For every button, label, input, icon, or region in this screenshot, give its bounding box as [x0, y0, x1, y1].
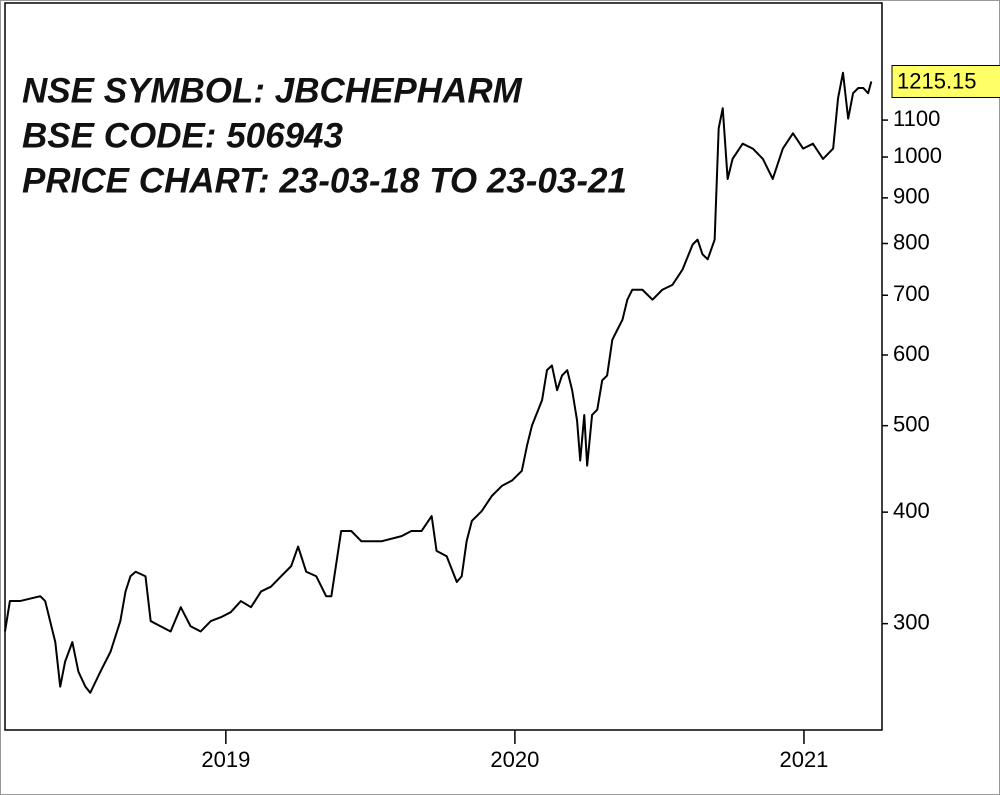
annotation: PRICE CHART: 23-03-18 TO 23-03-21: [22, 161, 627, 200]
annotation: BSE CODE: 506943: [22, 116, 344, 155]
annotation: NSE SYMBOL: JBCHEPHARM: [22, 71, 523, 110]
y-tick-label: 400: [893, 498, 930, 523]
x-tick-label: 2021: [779, 747, 828, 772]
x-tick-label: 2019: [201, 747, 250, 772]
y-tick-label: 700: [893, 281, 930, 306]
last-price-box: [891, 65, 1000, 99]
last-price-label: 1215.15: [897, 68, 977, 93]
price-line: [4, 71, 873, 694]
y-tick-label: 500: [893, 411, 930, 436]
x-tick-label: 2020: [490, 747, 539, 772]
y-tick-label: 900: [893, 184, 930, 209]
plot-area: [4, 2, 883, 731]
y-tick-label: 1100: [893, 106, 940, 131]
y-tick-label: 800: [893, 229, 930, 254]
y-tick-label: 300: [893, 609, 930, 634]
y-tick-label: 600: [893, 341, 930, 366]
y-tick-label: 1000: [893, 143, 942, 168]
